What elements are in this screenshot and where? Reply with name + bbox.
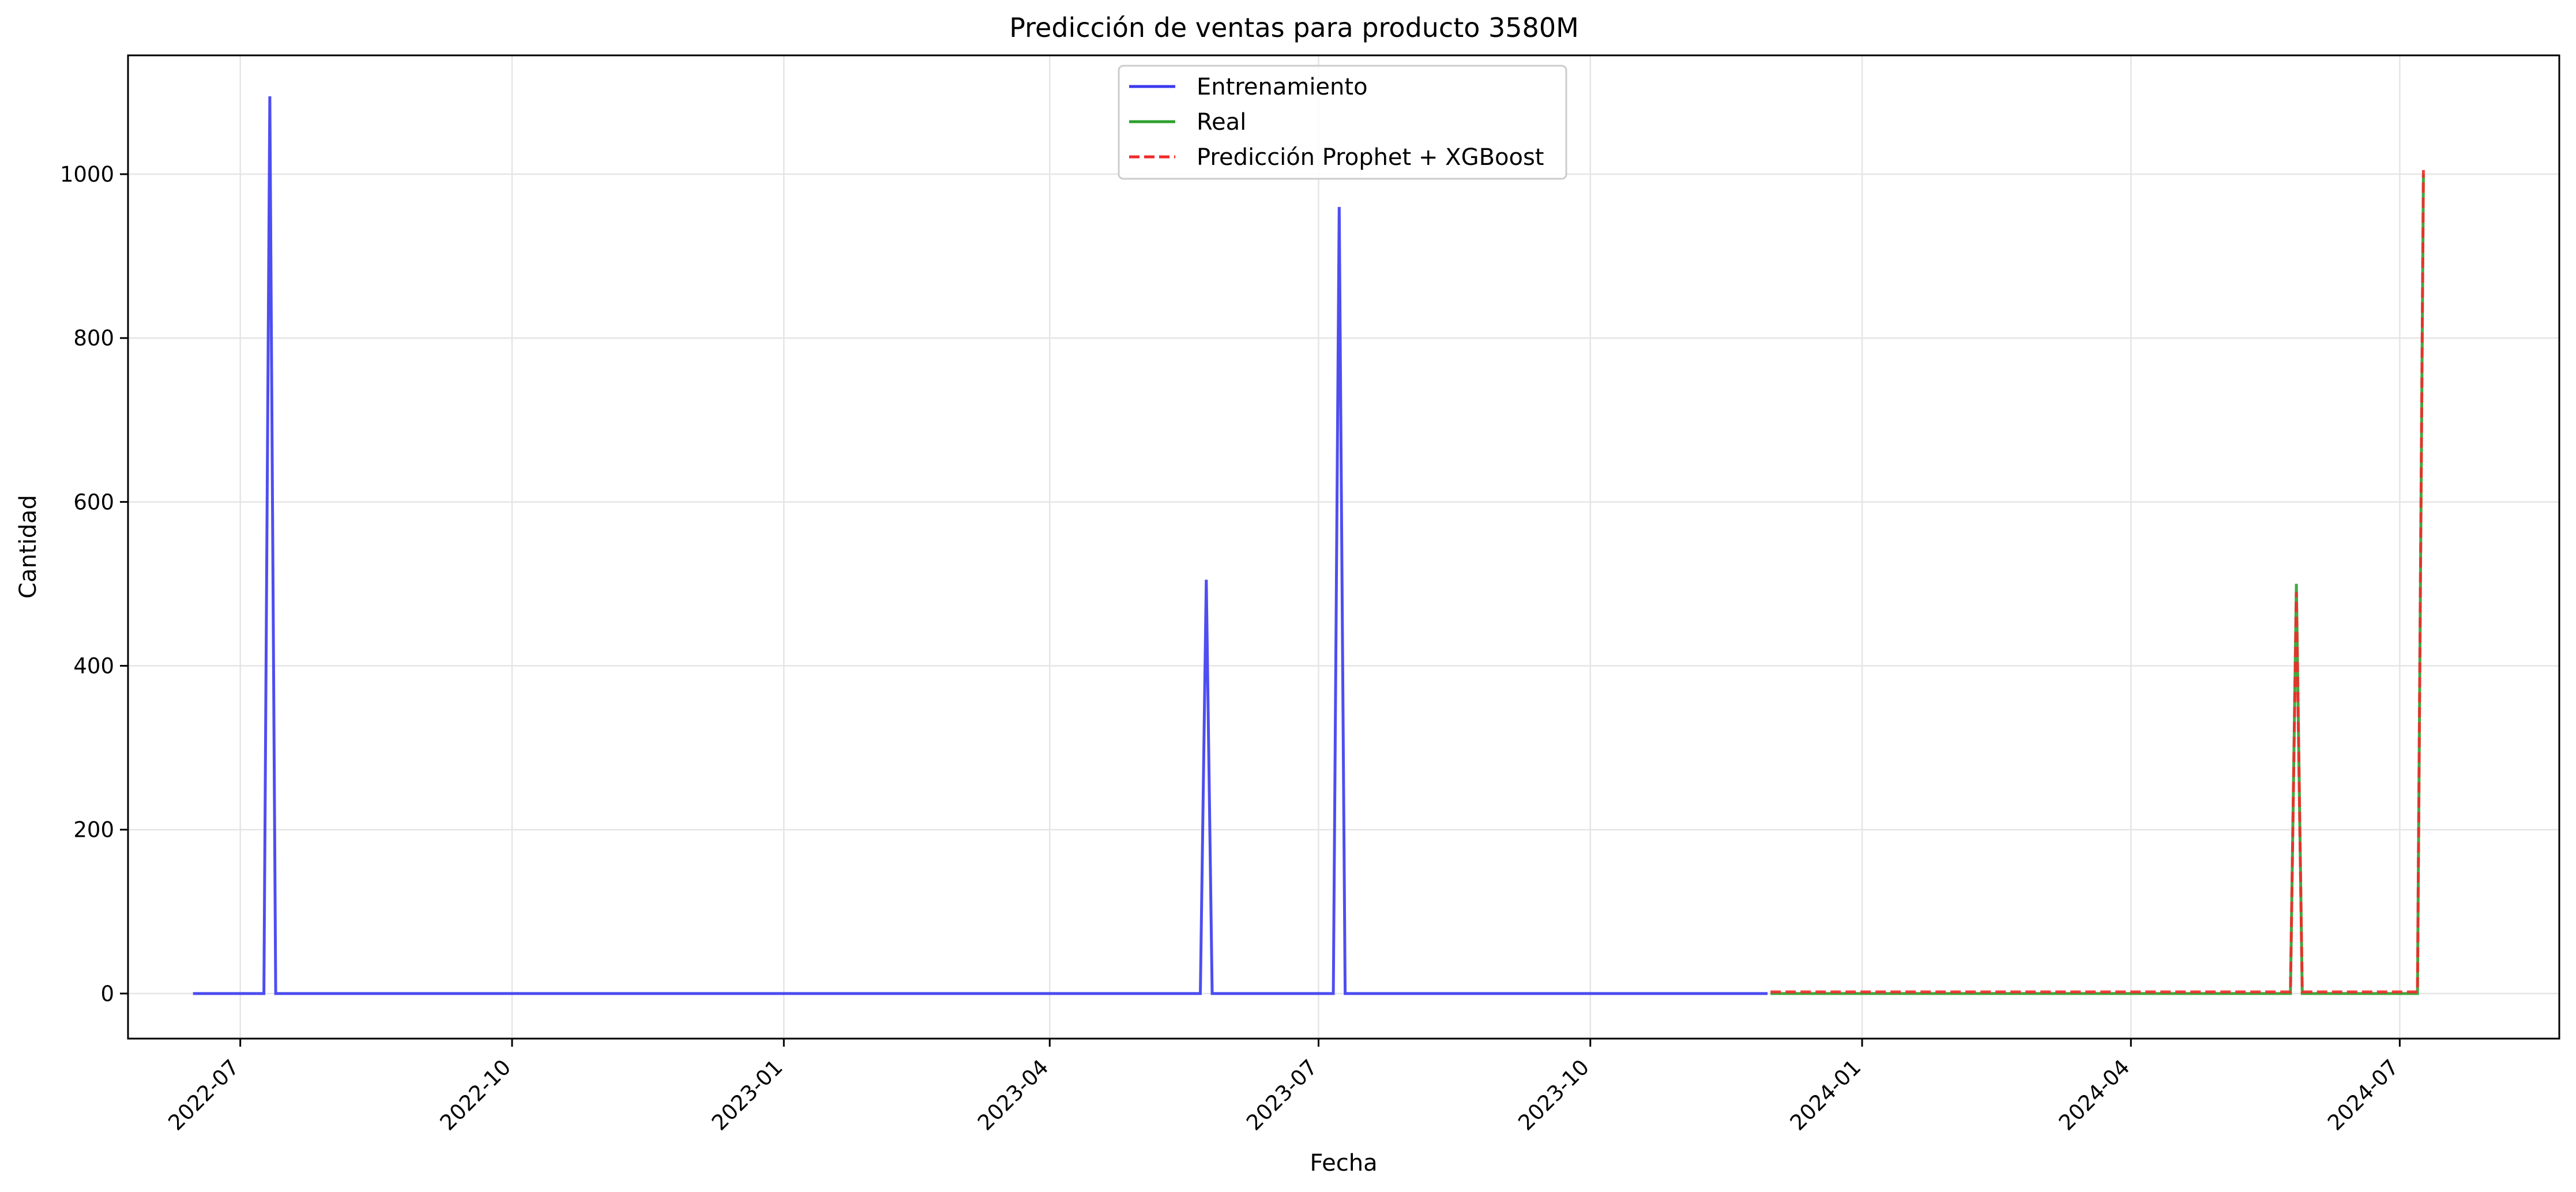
x-tick-label: 2024-04 — [2054, 1055, 2135, 1135]
axis-ticks: 2022-07 2022-10 2023-01 2023-04 2023-07 2023-… — [60, 162, 2404, 1135]
x-tick-label: 2023-10 — [1513, 1055, 1594, 1135]
legend-label: Predicción Prophet + XGBoost — [1197, 144, 1544, 171]
y-tick-label: 600 — [73, 490, 114, 514]
x-tick-label: 2022-07 — [163, 1055, 244, 1135]
chart-title: Predicción de ventas para producto 3580M — [1009, 12, 1579, 43]
plot-frame — [127, 54, 2560, 1040]
y-tick-label: 800 — [73, 326, 114, 351]
legend-box — [1118, 65, 1567, 180]
x-tick-label: 2022-10 — [435, 1055, 516, 1135]
series-line-2 — [1770, 174, 2425, 995]
y-tick-label: 1000 — [60, 162, 114, 187]
x-tick-label: 2023-04 — [973, 1055, 1054, 1135]
legend-label: Entrenamiento — [1197, 74, 1368, 100]
y-tick-label: 400 — [73, 654, 114, 679]
legend-label: Real — [1197, 109, 1246, 136]
x-tick-label: 2024-01 — [1785, 1055, 1866, 1135]
data-series — [193, 96, 2425, 995]
y-tick-label: 200 — [73, 818, 114, 843]
y-tick-label: 0 — [100, 982, 114, 1006]
x-tick-label: 2024-07 — [2323, 1055, 2404, 1135]
x-tick-label: 2023-01 — [707, 1055, 788, 1135]
series-line-1 — [193, 96, 1768, 995]
x-axis-label: Fecha — [1310, 1150, 1377, 1176]
x-tick-label: 2023-07 — [1242, 1055, 1322, 1135]
series-line-3 — [1770, 170, 2425, 994]
y-axis-label: Cantidad — [15, 495, 42, 599]
legend: Entrenamiento Real Predicción Prophet + XG… — [1118, 65, 1567, 180]
